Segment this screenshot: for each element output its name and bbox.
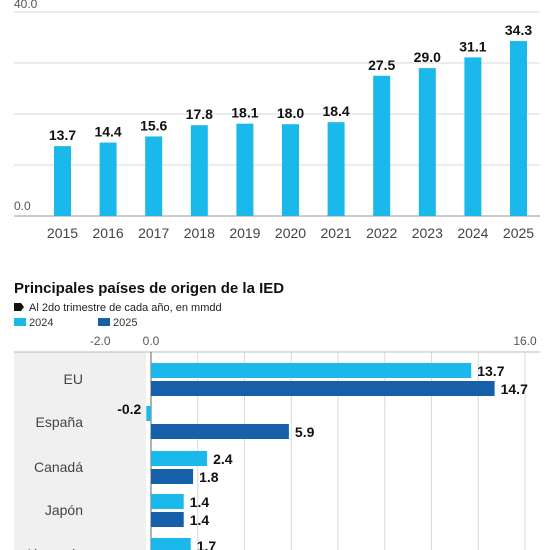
x-tick-label: 2024 (457, 225, 488, 241)
category-panel (14, 352, 146, 550)
bar-value-label: 1.4 (190, 494, 210, 510)
bar (282, 124, 299, 216)
bar-value-label: 14.4 (94, 124, 121, 140)
x-tick-label: -2.0 (90, 334, 111, 348)
legend-swatch-2025 (98, 318, 110, 326)
subtitle-marker-icon (14, 303, 24, 311)
bar-value-label: 13.7 (477, 363, 504, 379)
category-label: Alemania (25, 546, 84, 550)
bar-value-label: 15.6 (140, 117, 167, 133)
x-tick-label: 2020 (275, 225, 306, 241)
bar (99, 142, 117, 216)
x-tick-label: 2018 (184, 225, 215, 241)
x-tick-label: 2019 (229, 225, 260, 241)
legend-label-2024: 2024 (29, 317, 53, 329)
y-tick-label-top: 40.0 (14, 0, 38, 11)
chart-title: Principales países de origen de la IED (14, 280, 284, 297)
bar-value-label: 18.1 (231, 105, 258, 121)
category-label: EU (64, 371, 83, 387)
x-tick-label: 2016 (93, 225, 124, 241)
bar-value-label: 5.9 (295, 424, 315, 440)
bar-2024 (151, 494, 184, 509)
bar-value-label: 27.5 (368, 57, 395, 73)
x-tick-label: 16.0 (513, 334, 537, 348)
bar-value-label: 31.1 (459, 38, 486, 54)
bar-value-label: 2.4 (213, 451, 233, 467)
bar (418, 68, 436, 216)
category-label: Japón (45, 502, 83, 518)
bar (464, 57, 482, 216)
bar-2024 (146, 406, 151, 421)
bar (190, 125, 208, 216)
bar-2025 (151, 469, 194, 484)
bar-value-label: 34.3 (505, 22, 532, 38)
bar (54, 146, 71, 216)
bottom-bar-chart: Principales países de origen de la IED A… (14, 280, 540, 550)
x-tick-label: 2025 (503, 225, 534, 241)
bar (510, 41, 527, 216)
x-tick-label: 0.0 (143, 334, 160, 348)
x-tick-label: 2023 (412, 225, 443, 241)
category-label: Canadá (34, 459, 83, 475)
top-bar-chart: 40.0 0.0 13.7 2015 14.4 2016 15.6 2017 17.8 2018 1… (14, 0, 540, 241)
bar-value-label: 1.8 (199, 469, 219, 485)
bar (373, 75, 391, 216)
y-tick-label-bottom: 0.0 (14, 199, 31, 213)
category-label: España (36, 414, 84, 430)
bar (145, 136, 163, 216)
bar-value-label: -0.2 (117, 401, 141, 417)
bar-2024 (151, 451, 208, 466)
bar (236, 123, 254, 216)
x-tick-label: 2021 (321, 225, 352, 241)
legend-label-2025: 2025 (113, 317, 137, 329)
bar-2025 (151, 424, 289, 439)
bar-value-label: 17.8 (186, 106, 213, 122)
legend-swatch-2024 (14, 318, 26, 326)
bar-value-label: 29.0 (414, 49, 441, 65)
bar-value-label: 14.7 (501, 381, 528, 397)
bar-value-label: 1.7 (197, 538, 217, 550)
bar-2024 (151, 363, 472, 378)
bar-value-label: 13.7 (49, 127, 76, 143)
bar-value-label: 1.4 (190, 512, 210, 528)
x-tick-label: 2015 (47, 225, 78, 241)
bar-2024 (151, 538, 191, 550)
bar-value-label: 18.0 (277, 105, 304, 121)
x-tick-label: 2022 (366, 225, 397, 241)
bar-value-label: 18.4 (322, 103, 349, 119)
x-tick-label: 2017 (138, 225, 169, 241)
chart-subtitle: Al 2do trimestre de cada año, en mmdd (29, 302, 222, 314)
bar-2025 (151, 381, 495, 396)
bar-2025 (151, 512, 184, 527)
bar (327, 122, 345, 216)
